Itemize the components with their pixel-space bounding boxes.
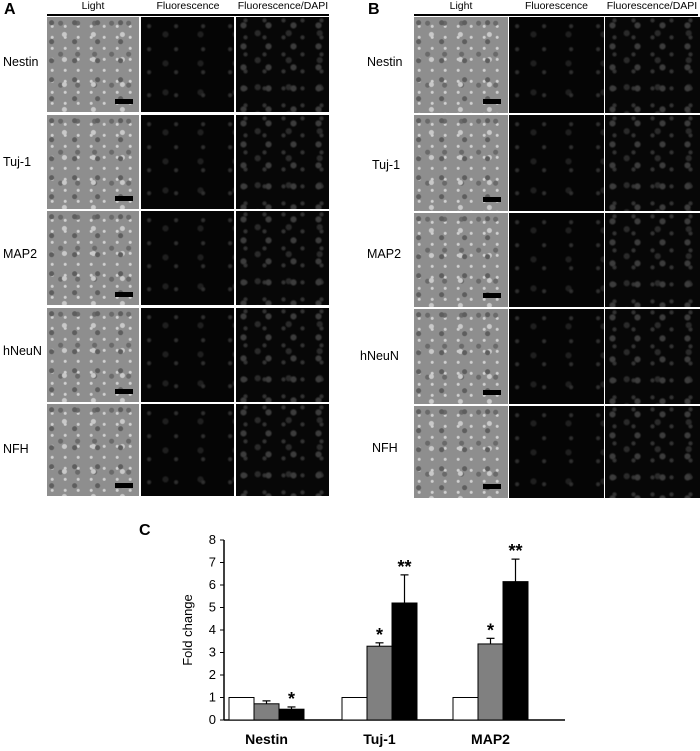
scale-bar xyxy=(483,197,501,202)
panel-b-nestin-fluorescence-image xyxy=(509,17,604,113)
scale-bar xyxy=(115,389,133,394)
bar-map2-s1 xyxy=(477,643,504,721)
panel-a-nestin-dapi-image xyxy=(236,17,329,112)
y-tick-label: 8 xyxy=(209,532,216,547)
panel-b-col-fluorescence-dapi: Fluorescence/DAPI xyxy=(606,0,698,12)
panel-a-tuj1-light-image xyxy=(47,115,139,209)
bar-tuj1-s2 xyxy=(391,602,418,721)
panel-a-nfh-fluorescence-image xyxy=(141,404,234,496)
y-tick-label: 7 xyxy=(209,555,216,570)
bar-map2-s2 xyxy=(502,581,529,721)
panel-b-hneun-fluorescence-image xyxy=(509,309,604,404)
scale-bar xyxy=(115,196,133,201)
panel-a-header-line xyxy=(47,14,329,16)
panel-b-col-light: Light xyxy=(449,0,473,12)
bar-tuj1-s0 xyxy=(341,697,368,721)
bar-tuj1-s1 xyxy=(366,645,393,721)
panel-a-nestin-fluorescence-image xyxy=(141,17,234,112)
panel-a-letter: A xyxy=(4,1,16,18)
panel-b-hneun-dapi-image xyxy=(605,309,700,404)
y-tick-label: 3 xyxy=(209,645,216,660)
panel-b-row-nfh: NFH xyxy=(372,441,398,455)
y-tick-label: 4 xyxy=(209,622,216,637)
bar-nestin-s2 xyxy=(278,708,305,721)
y-tick-label: 5 xyxy=(209,600,216,615)
panel-a-col-light: Light xyxy=(81,0,105,12)
scale-bar xyxy=(483,293,501,298)
panel-a-row-map2: MAP2 xyxy=(3,247,38,261)
panel-a-map2-dapi-image xyxy=(236,211,329,305)
panel-b-nestin-light-image xyxy=(414,17,508,113)
bar-nestin-s0 xyxy=(228,697,255,721)
panel-a-row-tuj1: Tuj-1 xyxy=(3,155,32,169)
panel-b-letter: B xyxy=(368,1,380,18)
chart-bars xyxy=(228,558,529,721)
panel-a-tuj1-dapi-image xyxy=(236,115,329,209)
bar-nestin-s1 xyxy=(253,703,280,721)
panel-b-tuj1-fluorescence-image xyxy=(509,115,604,211)
panel-b-tuj1-light-image xyxy=(414,115,508,211)
panel-a-nfh-dapi-image xyxy=(236,404,329,496)
y-tick-label: 2 xyxy=(209,667,216,682)
category-label: Nestin xyxy=(245,731,288,747)
scale-bar xyxy=(483,484,501,489)
panel-a-nfh-light-image xyxy=(47,404,139,496)
significance-marker: * xyxy=(487,620,494,640)
panel-a-hneun-dapi-image xyxy=(236,308,329,402)
panel-b-map2-fluorescence-image xyxy=(509,213,604,307)
panel-a-row-nfh: NFH xyxy=(3,442,29,456)
y-axis-title: Fold change xyxy=(180,594,195,666)
panel-b-header-line xyxy=(414,14,698,16)
y-tick-label: 1 xyxy=(209,690,216,705)
significance-marker: * xyxy=(288,689,295,709)
y-tick-label: 6 xyxy=(209,577,216,592)
significance-marker: ** xyxy=(397,557,411,577)
panel-b-nfh-fluorescence-image xyxy=(509,406,604,498)
panel-a-col-fluorescence-dapi: Fluorescence/DAPI xyxy=(237,0,329,12)
scale-bar xyxy=(483,390,501,395)
panel-a-row-nestin: Nestin xyxy=(3,55,39,69)
y-tick-label: 0 xyxy=(209,712,216,727)
scale-bar xyxy=(115,292,133,297)
panel-b-col-fluorescence: Fluorescence xyxy=(524,0,589,12)
panel-a-map2-fluorescence-image xyxy=(141,211,234,305)
panel-c-letter: C xyxy=(139,522,151,539)
panel-a-row-hneun: hNeuN xyxy=(3,344,42,358)
panel-b-nfh-dapi-image xyxy=(605,406,700,498)
significance-marker: ** xyxy=(508,541,522,561)
significance-marker: * xyxy=(376,625,383,645)
category-label: MAP2 xyxy=(471,731,510,747)
panel-b-row-hneun: hNeuN xyxy=(360,349,399,363)
scale-bar xyxy=(483,99,501,104)
panel-b-map2-dapi-image xyxy=(605,213,700,307)
category-label: Tuj-1 xyxy=(363,731,396,747)
panel-b-map2-light-image xyxy=(414,213,508,307)
panel-b-nfh-light-image xyxy=(414,406,508,498)
panel-b-nestin-dapi-image xyxy=(605,17,700,113)
panel-a-hneun-fluorescence-image xyxy=(141,308,234,402)
bar-map2-s0 xyxy=(452,697,479,721)
panel-b-hneun-light-image xyxy=(414,309,508,404)
panel-a-map2-light-image xyxy=(47,211,139,305)
panel-a-tuj1-fluorescence-image xyxy=(141,115,234,209)
scale-bar xyxy=(115,99,133,104)
panel-b-row-nestin: Nestin xyxy=(367,55,403,69)
scale-bar xyxy=(115,483,133,488)
panel-b-row-tuj1: Tuj-1 xyxy=(372,158,401,172)
panel-a-nestin-light-image xyxy=(47,17,139,112)
panel-a-col-fluorescence: Fluorescence xyxy=(156,0,220,12)
panel-b-tuj1-dapi-image xyxy=(605,115,700,211)
panel-b-row-map2: MAP2 xyxy=(367,247,402,261)
panel-a-hneun-light-image xyxy=(47,308,139,402)
